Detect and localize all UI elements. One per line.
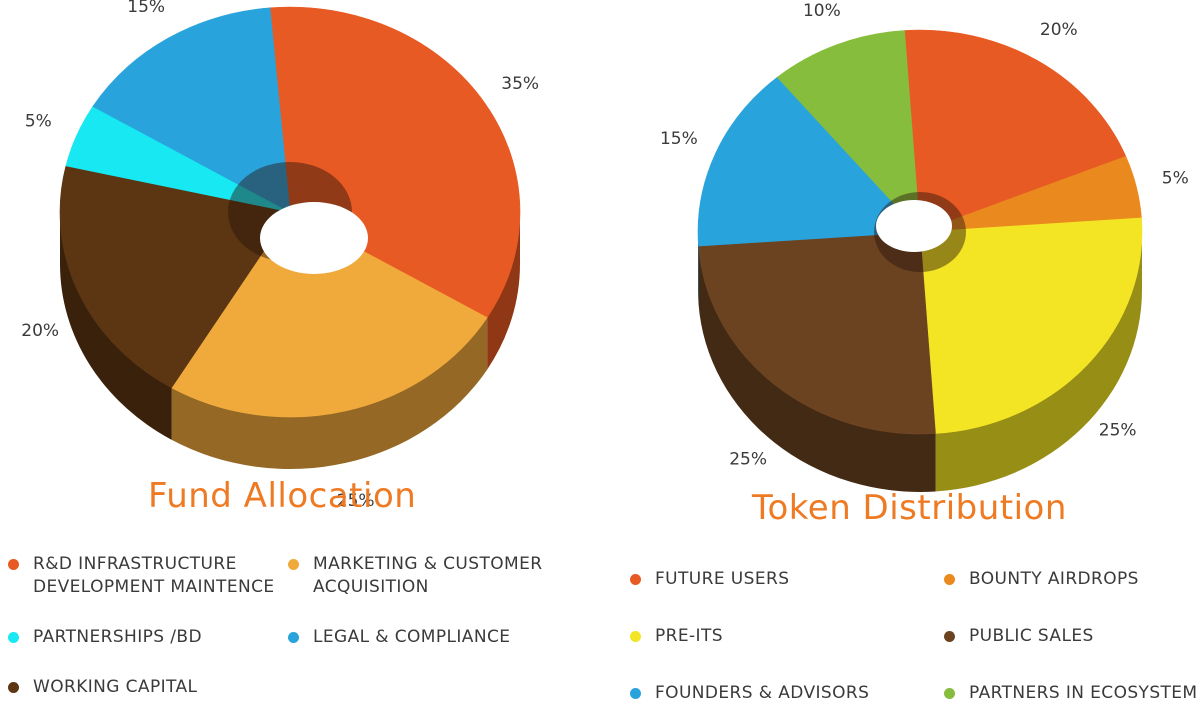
legend-label-line: PARTNERSHIPS /BD — [33, 627, 202, 647]
token-slice-partners-in-ecosystem — [776, 30, 921, 233]
token-pct-founders-and-advisors: 15% — [660, 129, 698, 149]
legend-label-line: R&D INFRASTRUCTURE — [33, 554, 237, 574]
token-legend-future-users: FUTURE USERS — [630, 568, 789, 591]
token-pct-public-sales: 25% — [729, 450, 767, 470]
legend-label-line: FUTURE USERS — [655, 569, 790, 589]
token-hole — [876, 200, 952, 252]
fund-slice-legal-and-compliance — [92, 7, 291, 213]
fund-pct-partnerships-bd: 5% — [25, 111, 52, 131]
fund-allocation-title: Fund Allocation — [148, 476, 417, 516]
legend-swatch — [8, 682, 19, 693]
fund-pct-working-capital: 20% — [21, 321, 59, 341]
fund-wall-marketing-and-customer-acquisition — [171, 317, 488, 469]
legend-swatch — [630, 574, 641, 585]
token-pie: 20% 5% 25% 25% 15% 10% — [660, 1, 1189, 492]
legend-swatch — [8, 632, 19, 643]
legend-swatch — [288, 632, 299, 643]
fund-legend-randd-infrastructure-development-maintence: R&D INFRASTRUCTURE DEVELOPMENT MAINTENCE — [8, 553, 275, 599]
token-wall-founders-and-advisors — [698, 232, 699, 305]
token-legend-partners-in-ecosystem: PARTNERS IN ECOSYSTEM — [944, 682, 1198, 705]
legend-label: FOUNDERS & ADVISORS — [655, 682, 869, 705]
legend-swatch — [944, 631, 955, 642]
legend-label-line: DEVELOPMENT MAINTENCE — [33, 577, 275, 597]
legend-label: R&D INFRASTRUCTURE DEVELOPMENT MAINTENCE — [33, 553, 275, 599]
token-legend-pre-its: PRE-ITS — [630, 625, 723, 648]
fund-slice-working-capital — [59, 165, 291, 389]
legend-label-line: ACQUISITION — [313, 577, 429, 597]
fund-pct-marketing-and-customer-acquisition: 25% — [337, 491, 375, 511]
legend-swatch — [288, 559, 299, 570]
legend-label: PARTNERSHIPS /BD — [33, 626, 202, 649]
legend-label-line: PUBLIC SALES — [969, 626, 1094, 646]
legend-swatch — [944, 688, 955, 699]
legend-label-line: BOUNTY AIRDROPS — [969, 569, 1139, 589]
fund-legend-marketing-and-customer-acquisition: MARKETING & CUSTOMER ACQUISITION — [288, 553, 542, 599]
token-distribution-title: Token Distribution — [752, 488, 1067, 528]
legend-label-line: MARKETING & CUSTOMER — [313, 554, 543, 574]
legend-swatch — [630, 688, 641, 699]
token-slice-future-users — [904, 29, 1127, 233]
fund-slice-randd-infrastructure-development-maintence — [269, 6, 521, 318]
fund-legend-working-capital: WORKING CAPITAL — [8, 676, 197, 699]
fund-wall-working-capital — [60, 212, 172, 440]
legend-swatch — [8, 559, 19, 570]
legend-label: LEGAL & COMPLIANCE — [313, 626, 510, 649]
legend-label: PRE-ITS — [655, 625, 723, 648]
legend-label: BOUNTY AIRDROPS — [969, 568, 1139, 591]
legend-label: WORKING CAPITAL — [33, 676, 197, 699]
legend-label-line: WORKING CAPITAL — [33, 677, 198, 697]
fund-wall-randd-infrastructure-development-maintence — [487, 212, 520, 370]
legend-label: PARTNERS IN ECOSYSTEM — [969, 682, 1198, 705]
legend-label: MARKETING & CUSTOMER ACQUISITION — [313, 553, 542, 599]
fund-legend-legal-and-compliance: LEGAL & COMPLIANCE — [288, 626, 510, 649]
legend-label: PUBLIC SALES — [969, 625, 1094, 648]
token-pct-future-users: 20% — [1040, 20, 1078, 40]
fund-slice-marketing-and-customer-acquisition — [171, 211, 488, 418]
token-pct-partners-in-ecosystem: 10% — [803, 1, 841, 21]
token-pct-pre-its: 25% — [1099, 420, 1137, 440]
fund-pct-legal-and-compliance: 15% — [127, 0, 165, 17]
legend-label-line: PRE-ITS — [655, 626, 723, 646]
token-slice-founders-and-advisors — [697, 76, 921, 247]
token-slice-pre-its — [919, 217, 1143, 434]
fund-legend-partnerships-bd: PARTNERSHIPS /BD — [8, 626, 202, 649]
fund-pie: 35% 25% 20% 5% 15% — [21, 0, 539, 511]
token-pct-bounty-airdrops: 5% — [1162, 168, 1189, 188]
legend-label-line: PARTNERS IN ECOSYSTEM — [969, 683, 1198, 703]
token-legend-bounty-airdrops: BOUNTY AIRDROPS — [944, 568, 1139, 591]
token-wall-pre-its — [935, 232, 1142, 492]
legend-swatch — [944, 574, 955, 585]
token-legend-founders-and-advisors: FOUNDERS & ADVISORS — [630, 682, 869, 705]
legend-swatch — [630, 631, 641, 642]
fund-pct-randd-infrastructure-development-maintence: 35% — [501, 74, 539, 94]
legend-label-line: FOUNDERS & ADVISORS — [655, 683, 870, 703]
token-slice-public-sales — [698, 231, 936, 435]
fund-hole — [260, 202, 368, 274]
token-wall-public-sales — [698, 246, 936, 492]
token-legend-public-sales: PUBLIC SALES — [944, 625, 1094, 648]
legend-label-line: LEGAL & COMPLIANCE — [313, 627, 511, 647]
legend-label: FUTURE USERS — [655, 568, 789, 591]
